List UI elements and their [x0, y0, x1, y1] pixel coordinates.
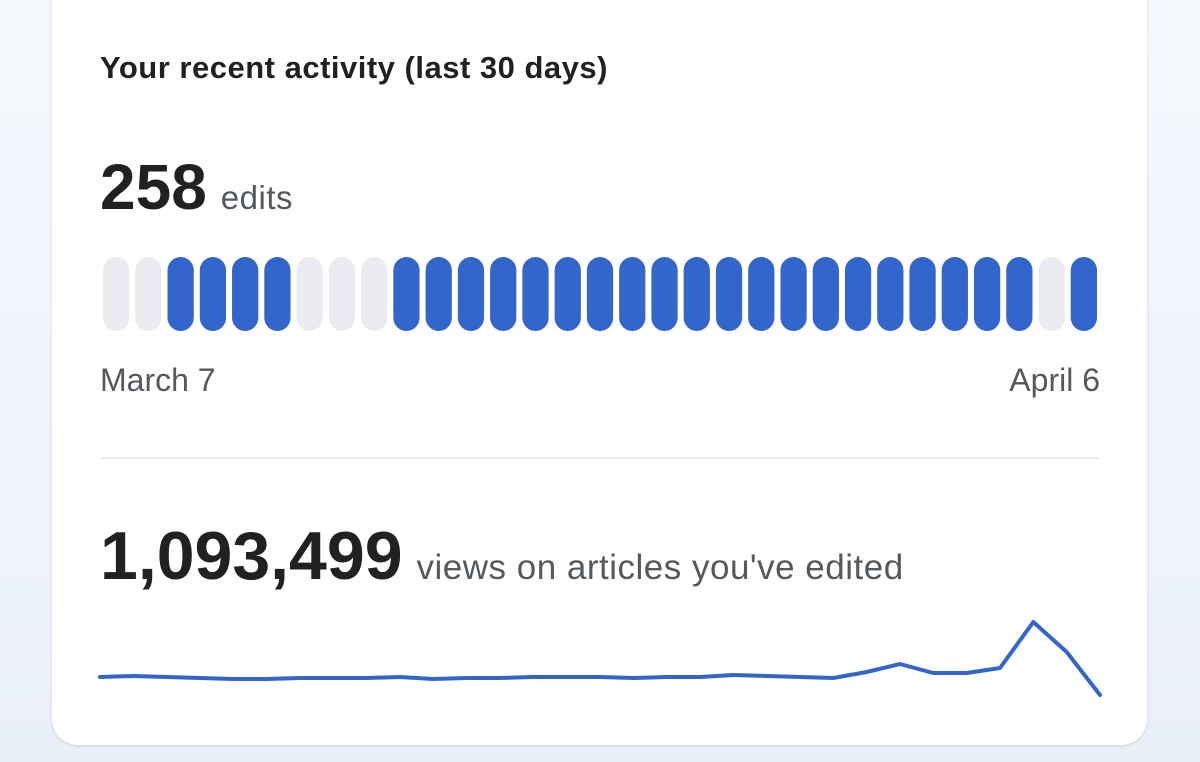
- views-line: [98, 620, 1102, 697]
- day-bar: [232, 257, 259, 331]
- day-bar: [457, 257, 485, 331]
- end-date: April 6: [1009, 362, 1100, 398]
- view-count: 1,093,499: [100, 518, 403, 594]
- day-bar: [586, 257, 614, 331]
- view-unit: views on articles you've edited: [416, 548, 904, 587]
- day-bar: [328, 257, 356, 331]
- day-bar: [490, 257, 517, 331]
- day-bar: [812, 257, 839, 331]
- edit-unit: edits: [220, 179, 293, 216]
- edit-count: 258: [100, 151, 207, 223]
- day-bar: [715, 257, 743, 331]
- day-bar: [393, 257, 420, 331]
- day-bar: [199, 257, 227, 331]
- day-bar: [264, 257, 291, 331]
- day-bar: [877, 257, 904, 331]
- start-date: March 7: [100, 362, 216, 398]
- day-bar: [619, 257, 646, 331]
- day-bar: [361, 257, 388, 331]
- day-bar: [522, 257, 549, 331]
- edits-summary: 258 edits: [100, 150, 293, 224]
- day-bar: [1038, 257, 1065, 331]
- day-bar: [167, 257, 194, 331]
- day-bar: [425, 257, 452, 331]
- day-bar: [1006, 257, 1033, 331]
- card-title: Your recent activity (last 30 days): [100, 50, 608, 85]
- day-bar: [941, 257, 968, 331]
- day-bar: [909, 257, 936, 331]
- day-bar: [554, 257, 581, 331]
- day-bar: [844, 257, 872, 331]
- activity-card: [52, 0, 1147, 745]
- day-bar: [651, 257, 678, 331]
- divider: [100, 457, 1100, 459]
- day-bar: [296, 257, 323, 331]
- day-bar: [135, 257, 162, 331]
- day-bar: [683, 257, 710, 331]
- views-summary: 1,093,499 views on articles you've edited: [100, 517, 904, 595]
- day-bar: [103, 257, 130, 331]
- day-bar: [973, 257, 1001, 331]
- day-bar: [1070, 257, 1097, 331]
- day-bar: [780, 257, 807, 331]
- day-bar: [748, 257, 775, 331]
